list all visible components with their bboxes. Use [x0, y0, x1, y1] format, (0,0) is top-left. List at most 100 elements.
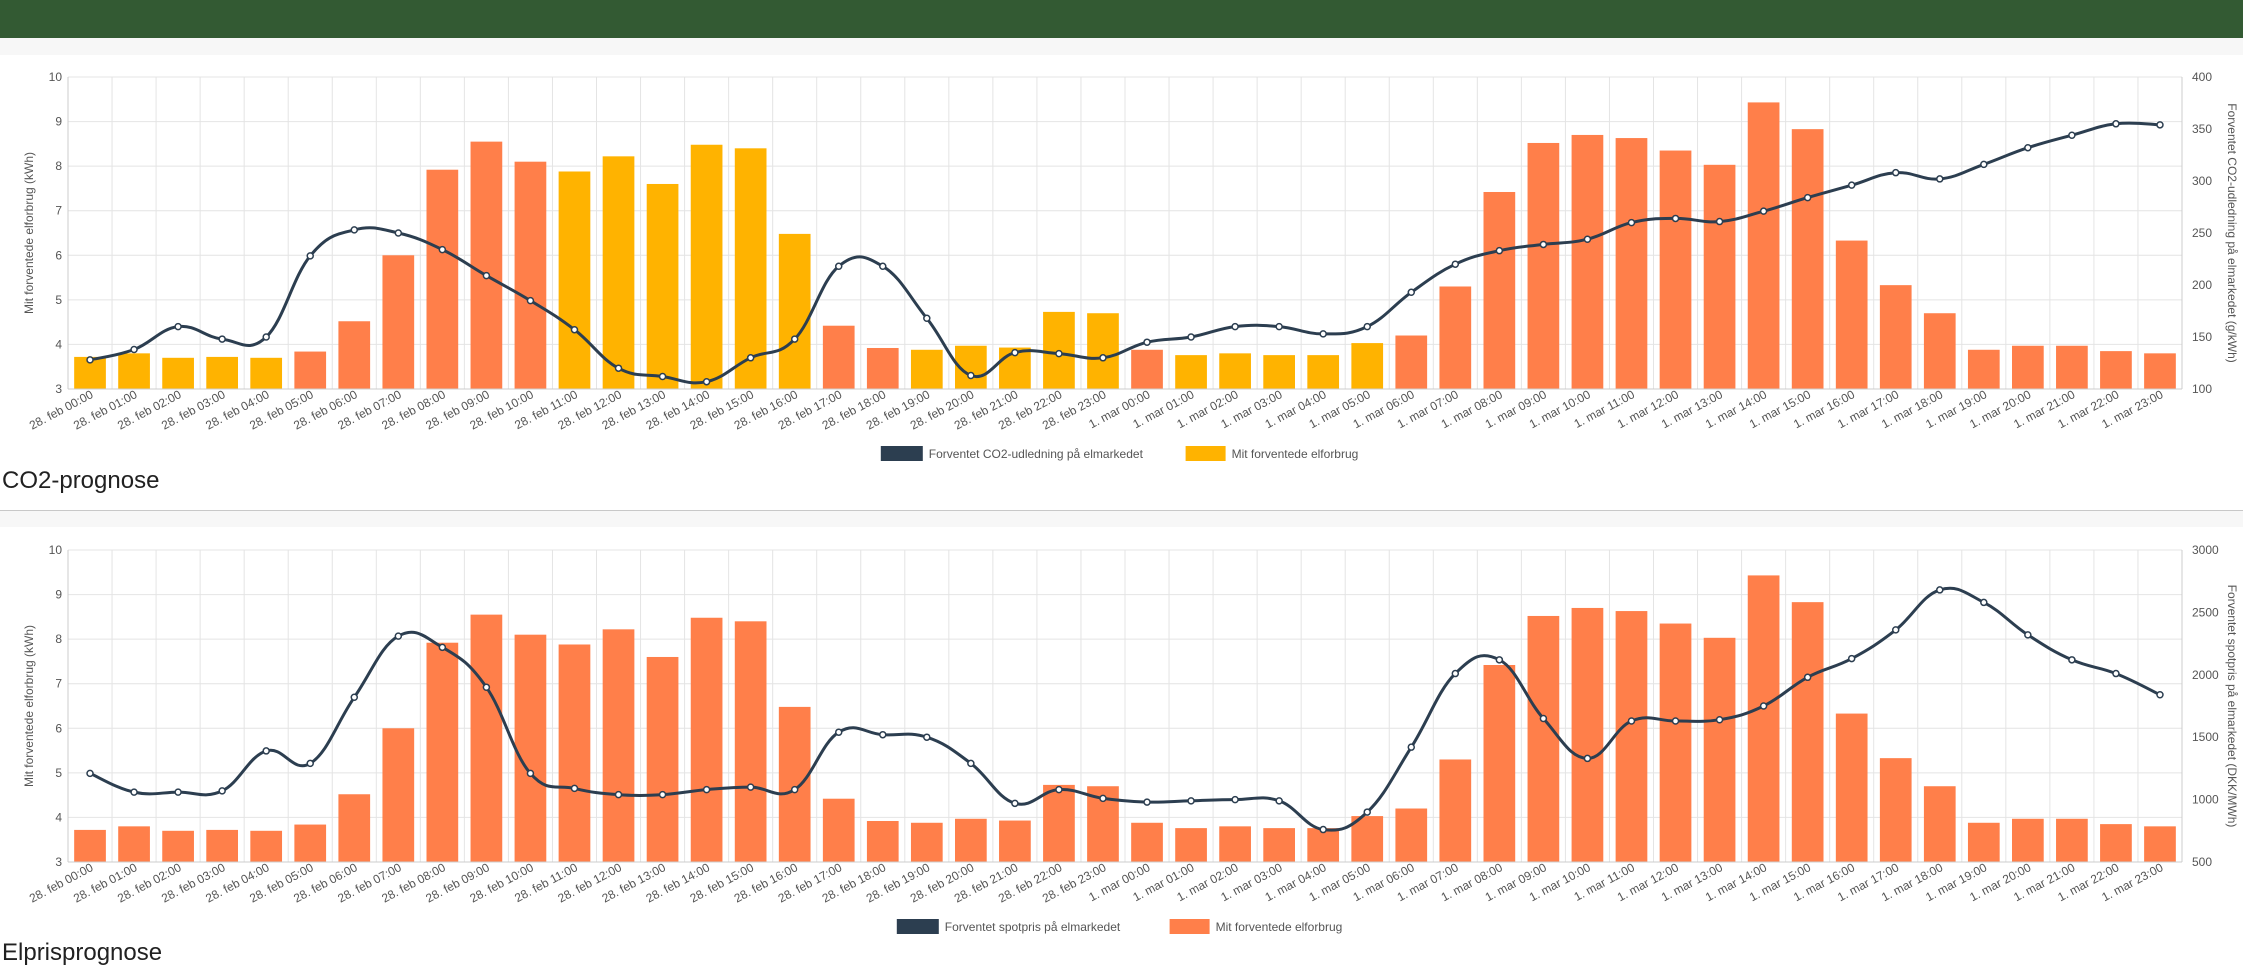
bar [1307, 828, 1340, 862]
line-point [702, 377, 711, 386]
bar [1263, 355, 1296, 389]
bar [734, 148, 767, 389]
line-point [1407, 288, 1416, 297]
line-point [438, 643, 447, 652]
bar [1351, 343, 1384, 389]
bar [910, 822, 943, 862]
line-point [1231, 322, 1239, 331]
bar [1131, 822, 1163, 862]
line-point [702, 785, 711, 794]
y-tick-label: 8 [55, 632, 62, 646]
line-point [2112, 669, 2120, 678]
bar [514, 161, 547, 389]
y-tick-label: 5 [55, 293, 62, 307]
legend-label-bar: Mit forventede elforbrug [1216, 920, 1343, 934]
line-point [262, 333, 270, 341]
line-point [658, 790, 667, 799]
line-point [1671, 214, 1680, 223]
top-nav-bar [0, 0, 2243, 38]
bar [1395, 808, 1428, 862]
sub-nav-strip [0, 38, 2243, 55]
line-point [614, 790, 623, 799]
line-point [174, 788, 182, 796]
y-tick-label: 10 [49, 543, 63, 557]
line-point [1715, 715, 1724, 724]
y-tick-label: 5 [55, 766, 62, 780]
bar [1967, 822, 2000, 862]
line-point [482, 683, 491, 692]
bar [426, 642, 459, 862]
bar [382, 728, 415, 862]
bar [1571, 607, 1604, 862]
bar [1527, 615, 1560, 862]
bar [1879, 285, 1912, 389]
bar [866, 820, 899, 862]
line-point [746, 783, 755, 791]
line-point [1539, 240, 1548, 249]
line-point [1055, 785, 1063, 794]
line-point [790, 785, 799, 794]
bar [1835, 713, 1868, 862]
line-point [1275, 797, 1283, 805]
bar [2011, 818, 2044, 862]
bar [1791, 602, 1824, 862]
bar [1439, 759, 1472, 862]
line-point [394, 632, 403, 640]
line-point [1980, 160, 1988, 169]
bar [646, 183, 679, 389]
line-point [879, 730, 887, 739]
line-point [1759, 207, 1768, 215]
bar [646, 656, 679, 862]
bar [426, 169, 459, 389]
line-point [1847, 181, 1856, 189]
line-point [2068, 656, 2076, 664]
y-tick-label: 8 [55, 159, 62, 173]
line-point [1583, 235, 1592, 243]
line-point [130, 788, 138, 796]
line-point [1363, 808, 1371, 816]
line-point [790, 335, 799, 343]
bar [1879, 758, 1912, 862]
bar [382, 255, 415, 389]
bar [1659, 623, 1692, 862]
bar [1527, 142, 1560, 389]
bar [778, 706, 811, 862]
bar [470, 141, 503, 389]
line-point [86, 769, 94, 778]
y2-tick-label: 300 [2192, 174, 2212, 188]
bar [294, 824, 327, 862]
bar [2056, 818, 2088, 862]
bar [822, 798, 855, 862]
section-title-co2: CO2-prognose [2, 467, 160, 494]
line-point [306, 759, 314, 768]
line-point [438, 245, 447, 254]
bar [162, 357, 194, 389]
bar [1791, 129, 1824, 390]
bar [2144, 353, 2176, 389]
y2-tick-label: 2000 [2192, 668, 2219, 682]
bar [1483, 664, 1516, 862]
y2-axis-label: Forventet CO2-udledning på elmarkedet (g… [2225, 103, 2239, 362]
line-point [923, 314, 931, 323]
legend-swatch-line [896, 919, 939, 934]
line-point [130, 345, 138, 354]
bar [866, 347, 899, 389]
bar [999, 820, 1031, 862]
line-point [1143, 798, 1151, 806]
y2-tick-label: 1000 [2192, 793, 2219, 807]
legend-label-line: Forventet spotpris på elmarkedet [945, 920, 1121, 934]
line-point [967, 371, 975, 380]
line-point [1011, 348, 1019, 357]
line-point [526, 296, 535, 305]
y2-axis-label: Forventet spotpris på elmarkedet (DKK/MW… [2225, 585, 2239, 828]
bar [1703, 637, 1736, 862]
bar [514, 634, 547, 862]
line-point [2068, 131, 2076, 139]
bar [602, 629, 635, 862]
line-point [2112, 120, 2120, 128]
line-point [394, 229, 403, 237]
line-point [879, 262, 887, 271]
bar [206, 829, 239, 862]
y2-tick-label: 250 [2192, 226, 2212, 240]
